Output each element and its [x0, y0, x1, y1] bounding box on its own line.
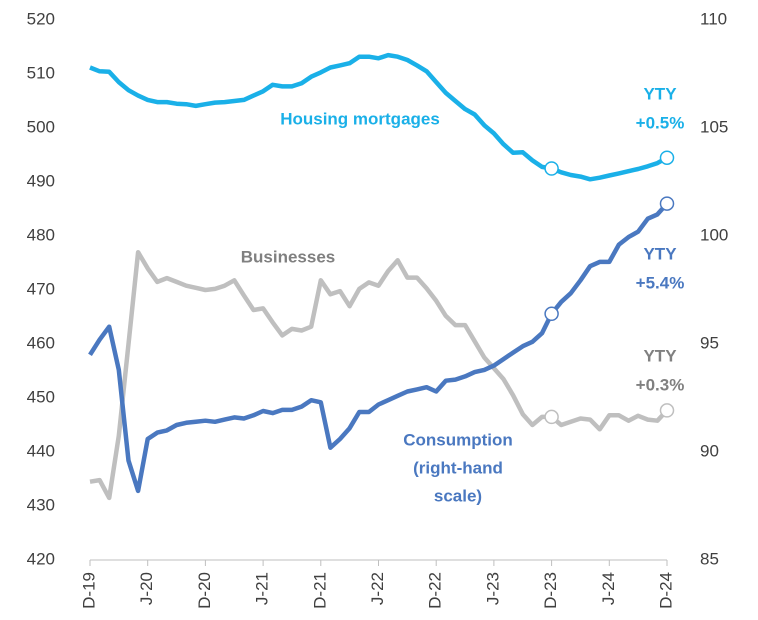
y-tick-label: 510 [27, 63, 55, 82]
annotation: Housing mortgages [280, 109, 440, 128]
x-tick-label: J-20 [137, 572, 156, 605]
x-tick-label: D-22 [426, 572, 445, 609]
x-tick-label: J-22 [368, 572, 387, 605]
annotation: Consumption [403, 430, 513, 449]
y-tick-label: 450 [27, 387, 55, 406]
y-tick-label: 430 [27, 495, 55, 514]
series-line [88, 202, 669, 494]
annotation: YTY [643, 346, 677, 365]
y-tick-label: 500 [27, 117, 55, 136]
y-tick-label: 460 [27, 333, 55, 352]
annotation: +5.4% [636, 273, 685, 292]
y2-tick-label: 100 [700, 225, 728, 244]
annotation: (right-hand [413, 458, 503, 477]
marker [659, 196, 675, 211]
y2-tick-label: 90 [700, 441, 719, 460]
y2-tick-label: 110 [700, 9, 727, 28]
marker [544, 306, 559, 322]
annotation: +0.3% [636, 375, 685, 394]
annotation: YTY [643, 84, 677, 103]
y-tick-label: 420 [27, 549, 55, 568]
x-tick-label: J-21 [253, 572, 272, 605]
y-tick-label: 480 [27, 225, 55, 244]
x-tick-label: D-24 [656, 572, 675, 609]
x-tick-label: J-24 [599, 572, 618, 605]
x-tick-label: D-23 [541, 572, 560, 609]
marker [659, 403, 675, 418]
y2-tick-label: 85 [700, 549, 719, 568]
marker [659, 150, 675, 165]
y-tick-label: 440 [27, 441, 55, 460]
y2-tick-label: 95 [700, 333, 719, 352]
x-tick-label: J-23 [483, 572, 502, 605]
y-tick-label: 520 [27, 9, 55, 28]
x-tick-label: D-20 [195, 572, 214, 609]
annotation: YTY [643, 244, 677, 263]
y-tick-label: 490 [27, 171, 55, 190]
series-line [89, 52, 669, 182]
annotation: scale) [434, 486, 482, 505]
annotation: Businesses [241, 247, 336, 266]
y2-tick-label: 105 [700, 117, 728, 136]
x-tick-label: D-21 [310, 572, 329, 609]
marker [544, 409, 559, 425]
x-tick-label: D-19 [79, 572, 98, 609]
series-line [89, 249, 669, 501]
marker [544, 161, 559, 176]
annotation: +0.5% [636, 113, 685, 132]
y-tick-label: 470 [27, 279, 55, 298]
